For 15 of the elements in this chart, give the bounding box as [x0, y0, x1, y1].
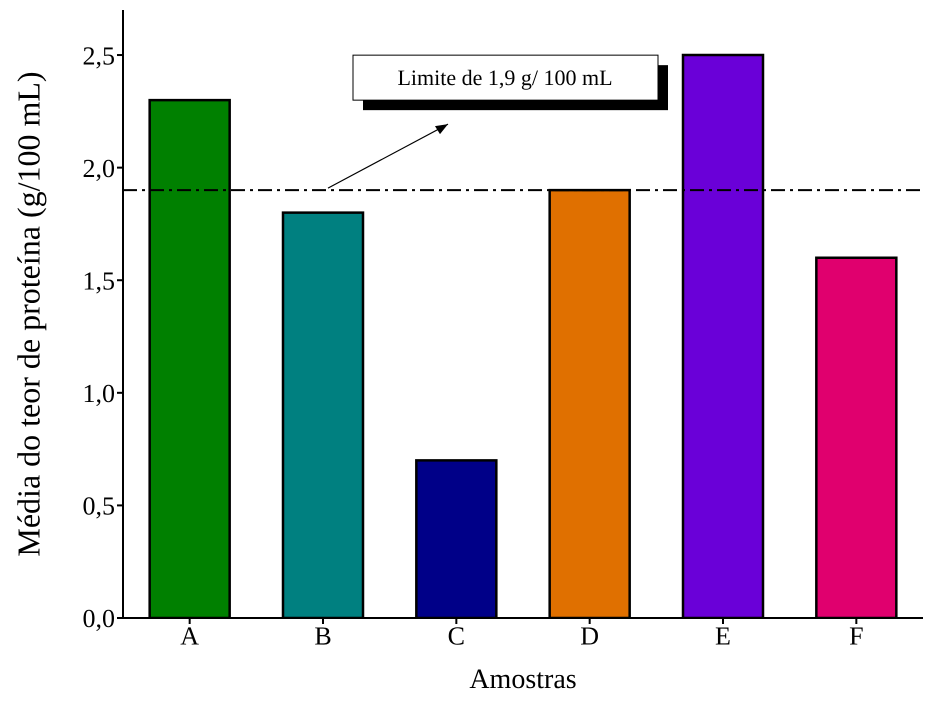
y-tick-label: 1,5: [82, 266, 115, 296]
x-tick-label: D: [580, 621, 600, 650]
x-tick-label: F: [849, 621, 864, 650]
y-tick-label: 1,0: [82, 379, 115, 408]
x-axis-title: Amostras: [469, 664, 577, 695]
x-tick-label: B: [314, 621, 332, 650]
y-tick-label: 0,0: [82, 604, 115, 634]
y-tick-label: 2,5: [82, 41, 115, 70]
y-axis-title: Média do teor de proteína (g/100 mL): [10, 71, 46, 557]
y-tick-label: 0,5: [82, 492, 115, 521]
x-tick-label: A: [180, 621, 200, 650]
x-tick-label: C: [448, 621, 466, 650]
x-tick-label: E: [715, 621, 731, 650]
y-tick-label: 2,0: [82, 154, 115, 183]
ref-line-label: Limite de 1,9 g/ 100 mL: [397, 65, 613, 90]
